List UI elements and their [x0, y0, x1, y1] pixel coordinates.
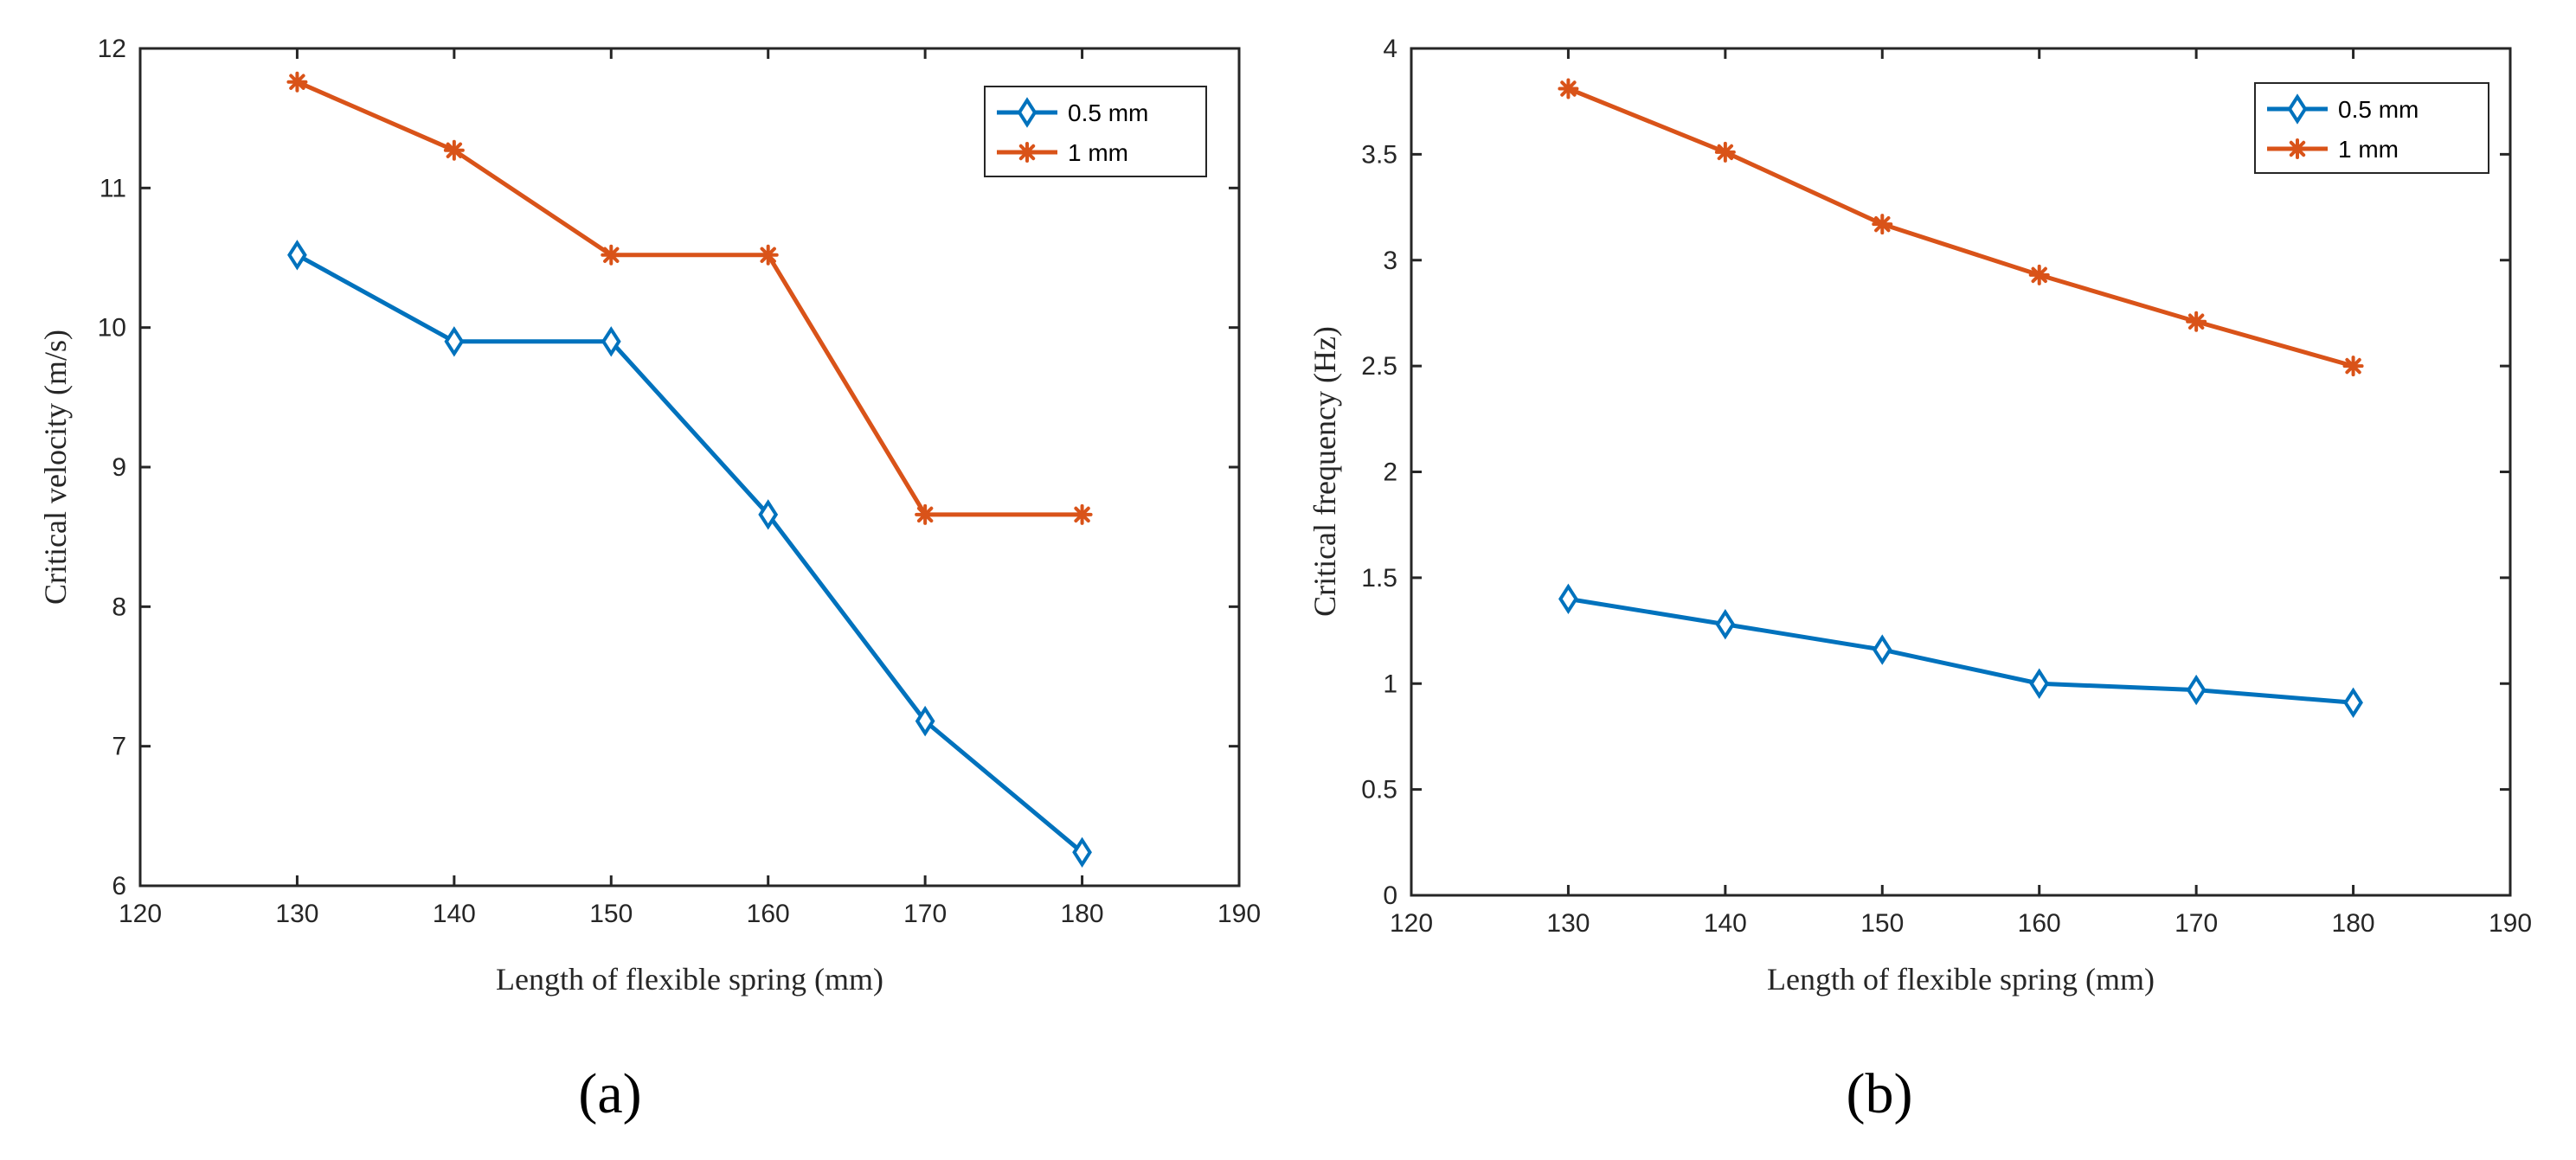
y-tick-label: 11 — [100, 174, 126, 202]
plot-frame-a — [138, 47, 1241, 888]
plot-frame-b — [1410, 47, 2512, 897]
legend-label: 0.5 mm — [1068, 99, 1148, 126]
data-point-0-5mm — [1872, 634, 1892, 665]
data-point-0-5mm — [758, 499, 779, 530]
y-tick-label: 12 — [98, 35, 126, 63]
tick-marks-a — [138, 47, 1241, 888]
data-point-1mm — [443, 139, 465, 161]
data-point-1mm — [915, 503, 936, 525]
series-line-1mm — [296, 80, 1082, 517]
x-tick-label: 120 — [1390, 909, 1433, 938]
legend-label: 1 mm — [1068, 139, 1128, 166]
series-lines-a — [296, 80, 1084, 855]
series-line-0-5mm — [1568, 596, 2354, 705]
x-tick-label: 170 — [903, 900, 947, 928]
x-axis-label-a: Length of flexible spring (mm) — [496, 962, 883, 997]
x-tick-labels-b: 120 130 140 150 160 170 180 190 — [1390, 909, 2532, 938]
data-point-0-5mm — [1558, 583, 1578, 615]
chart-b: 120 130 140 150 160 170 180 190 0 0.5 1 1.5 2 2.5 3 3.… — [1307, 35, 2532, 1125]
x-tick-label: 170 — [2175, 909, 2218, 938]
x-tick-label: 160 — [747, 900, 790, 928]
data-point-0-5mm — [2029, 668, 2050, 699]
data-point-0-5mm — [2186, 674, 2207, 706]
legend-box — [2254, 82, 2489, 174]
legend-a: 0.5 mm 1 mm — [984, 86, 1207, 177]
x-tick-label: 130 — [275, 900, 318, 928]
series-line-0-5mm — [296, 253, 1084, 855]
x-tick-label: 150 — [1860, 909, 1904, 938]
data-point-0-5mm — [444, 326, 465, 357]
y-tick-label: 6 — [112, 872, 126, 900]
y-tick-label: 1.5 — [1361, 564, 1397, 593]
legend-marker — [1017, 97, 1037, 128]
y-tick-label: 3 — [1383, 247, 1397, 275]
data-point-1mm — [1558, 78, 1579, 99]
legend-marker — [2287, 93, 2308, 125]
series-lines-b — [1567, 87, 2354, 705]
x-tick-labels-a: 120 130 140 150 160 170 180 190 — [119, 900, 1261, 928]
y-tick-label: 4 — [1383, 35, 1397, 63]
legend-marker — [1017, 142, 1037, 163]
series-markers-b — [1558, 78, 2364, 718]
x-tick-label: 190 — [2489, 909, 2532, 938]
x-tick-label: 140 — [1704, 909, 1747, 938]
y-tick-label: 1 — [1383, 670, 1397, 698]
data-point-0-5mm — [2343, 687, 2363, 718]
x-tick-label: 180 — [1061, 900, 1104, 928]
x-tick-label: 150 — [589, 900, 633, 928]
y-tick-label: 0 — [1383, 881, 1397, 910]
data-point-1mm — [2342, 356, 2364, 377]
series-markers-a — [286, 71, 1093, 868]
y-tick-label: 3.5 — [1361, 140, 1397, 169]
y-tick-label: 2 — [1383, 458, 1397, 487]
caption-b: (b) — [1847, 1062, 1913, 1125]
x-tick-label: 140 — [433, 900, 476, 928]
y-tick-label: 10 — [98, 314, 126, 343]
data-point-1mm — [757, 244, 779, 266]
y-tick-label: 8 — [112, 593, 126, 621]
data-point-1mm — [286, 71, 308, 93]
y-tick-labels-b: 0 0.5 1 1.5 2 2.5 3 3.5 4 — [1361, 35, 1397, 910]
data-point-1mm — [1872, 214, 1893, 235]
data-point-0-5mm — [287, 240, 307, 271]
x-tick-label: 130 — [1546, 909, 1590, 938]
y-tick-labels-a: 6 7 8 9 10 11 12 — [98, 35, 126, 900]
legend-marker — [2287, 138, 2308, 159]
data-point-1mm — [601, 244, 622, 266]
tick-marks-b — [1410, 47, 2512, 897]
data-point-0-5mm — [601, 326, 621, 357]
data-point-1mm — [1714, 141, 1736, 163]
legend-b: 0.5 mm 1 mm — [2254, 82, 2489, 174]
data-point-1mm — [1071, 503, 1093, 525]
data-point-0-5mm — [1715, 609, 1736, 640]
y-tick-label: 9 — [112, 453, 126, 482]
data-point-0-5mm — [1072, 836, 1092, 868]
legend-box — [984, 86, 1207, 177]
caption-a: (a) — [578, 1062, 641, 1125]
x-tick-label: 180 — [2332, 909, 2375, 938]
legend-label: 1 mm — [2338, 136, 2399, 163]
x-tick-label: 120 — [119, 900, 162, 928]
data-point-1mm — [2028, 264, 2050, 285]
y-tick-label: 2.5 — [1361, 352, 1397, 381]
y-axis-label-b: Critical frequency (Hz) — [1307, 326, 1342, 617]
series-line-1mm — [1567, 87, 2354, 369]
data-point-0-5mm — [915, 705, 935, 737]
legend-label: 0.5 mm — [2338, 96, 2419, 123]
x-axis-label-b: Length of flexible spring (mm) — [1767, 962, 2155, 997]
y-tick-label: 0.5 — [1361, 776, 1397, 804]
data-point-1mm — [2186, 311, 2207, 332]
y-tick-label: 7 — [112, 733, 126, 761]
chart-a: 120 130 140 150 160 170 180 190 6 7 8 9 10 11 12 Leng… — [38, 35, 1261, 1125]
y-axis-label-a: Critical velocity (m/s) — [38, 330, 73, 605]
x-tick-label: 190 — [1217, 900, 1261, 928]
x-tick-label: 160 — [2018, 909, 2061, 938]
